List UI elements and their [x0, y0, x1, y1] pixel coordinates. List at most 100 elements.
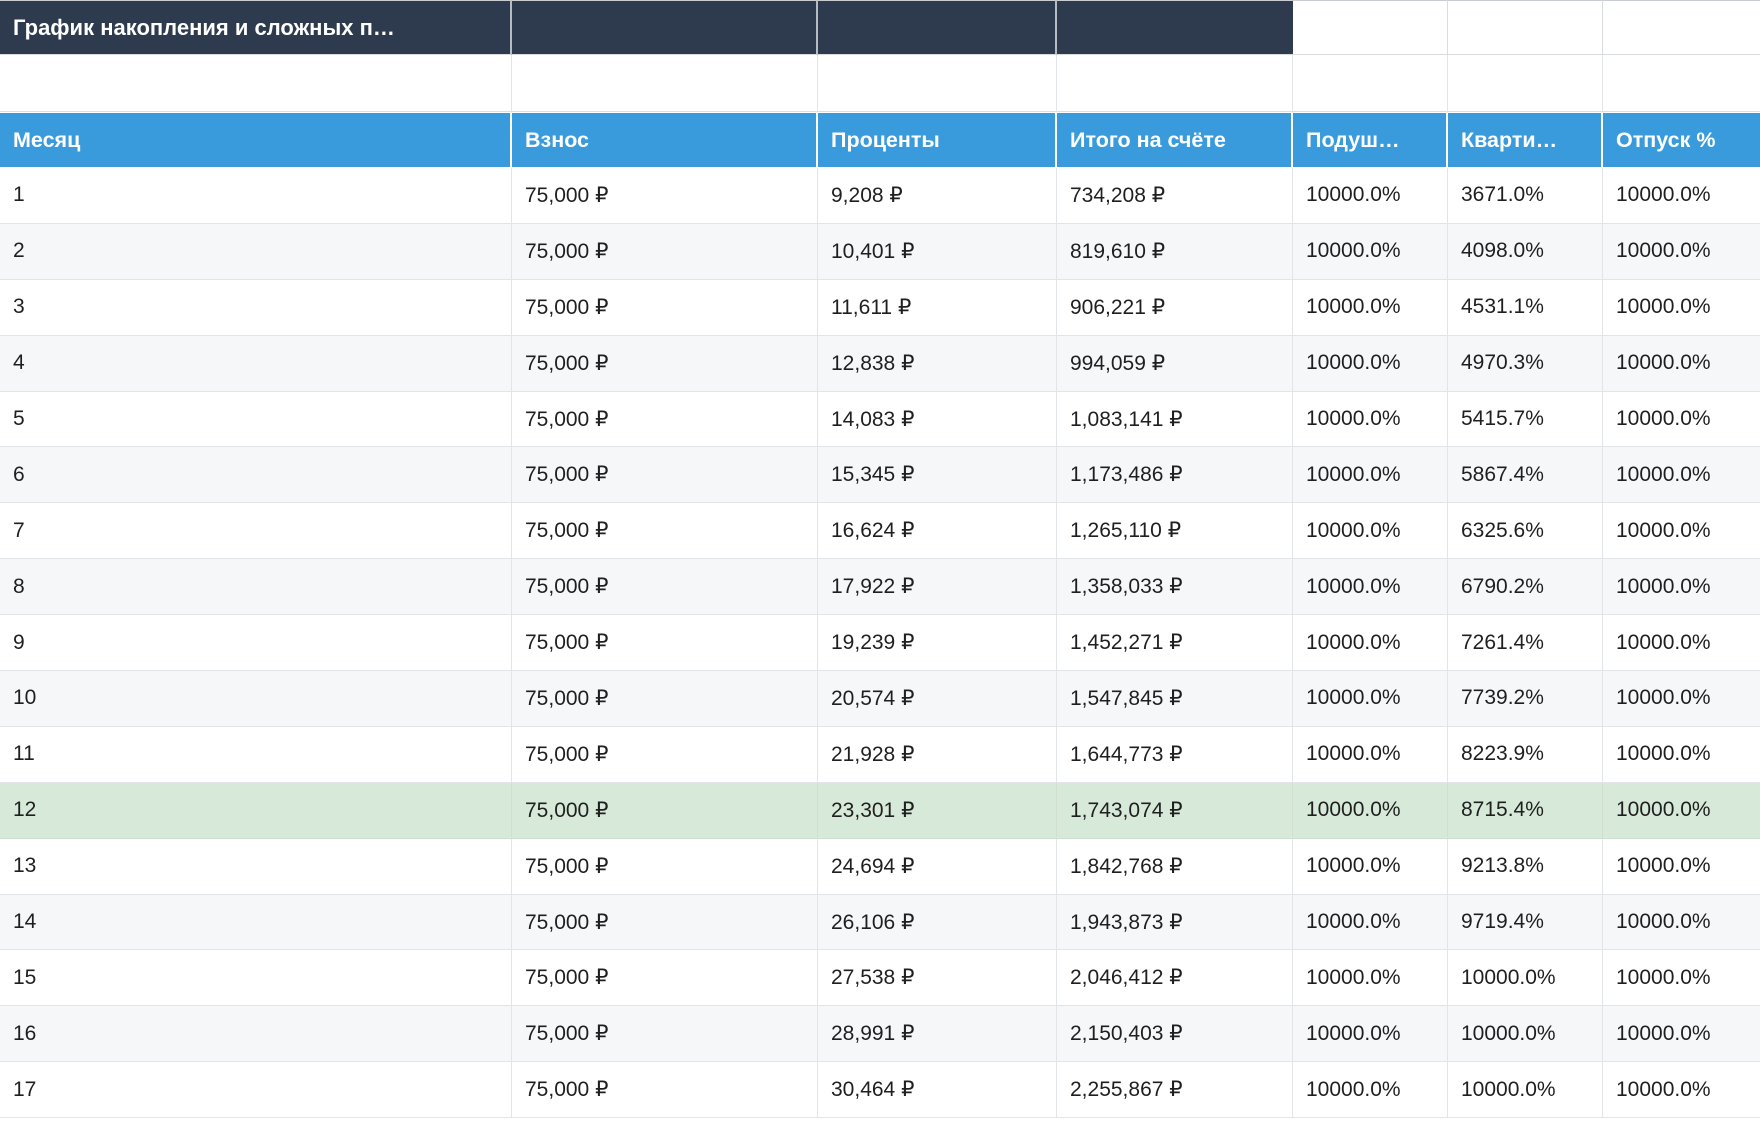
cell-apartment-pct[interactable]: 8223.9%	[1448, 727, 1603, 783]
cell-interest[interactable]: 10,401 ₽	[818, 224, 1057, 280]
cell-vacation-pct[interactable]: 10000.0%	[1603, 839, 1760, 895]
cell-total[interactable]: 1,943,873 ₽	[1057, 895, 1293, 951]
cell-total[interactable]: 994,059 ₽	[1057, 336, 1293, 392]
cell-apartment-pct[interactable]: 9213.8%	[1448, 839, 1603, 895]
cell-vacation-pct[interactable]: 10000.0%	[1603, 783, 1760, 839]
cell-vacation-pct[interactable]: 10000.0%	[1603, 392, 1760, 448]
cell-total[interactable]: 1,265,110 ₽	[1057, 503, 1293, 559]
cell-cushion-pct[interactable]: 10000.0%	[1293, 671, 1448, 727]
cell-month[interactable]: 16	[0, 1006, 512, 1062]
cell-total[interactable]: 819,610 ₽	[1057, 224, 1293, 280]
cell-total[interactable]: 2,046,412 ₽	[1057, 950, 1293, 1006]
cell-month[interactable]: 7	[0, 503, 512, 559]
cell-cushion-pct[interactable]: 10000.0%	[1293, 447, 1448, 503]
empty-cell[interactable]	[1603, 55, 1760, 112]
cell-contribution[interactable]: 75,000 ₽	[512, 671, 818, 727]
empty-cell[interactable]	[0, 55, 512, 112]
cell-cushion-pct[interactable]: 10000.0%	[1293, 503, 1448, 559]
cell-total[interactable]: 734,208 ₽	[1057, 168, 1293, 224]
cell-apartment-pct[interactable]: 7261.4%	[1448, 615, 1603, 671]
cell-vacation-pct[interactable]: 10000.0%	[1603, 503, 1760, 559]
cell-interest[interactable]: 23,301 ₽	[818, 783, 1057, 839]
cell-month[interactable]: 12	[0, 783, 512, 839]
cell-contribution[interactable]: 75,000 ₽	[512, 447, 818, 503]
cell-month[interactable]: 11	[0, 727, 512, 783]
cell-vacation-pct[interactable]: 10000.0%	[1603, 671, 1760, 727]
cell-vacation-pct[interactable]: 10000.0%	[1603, 280, 1760, 336]
cell-apartment-pct[interactable]: 10000.0%	[1448, 1062, 1603, 1118]
cell-interest[interactable]: 24,694 ₽	[818, 839, 1057, 895]
cell-cushion-pct[interactable]: 10000.0%	[1293, 559, 1448, 615]
empty-cell[interactable]	[1293, 55, 1448, 112]
empty-cell[interactable]	[818, 55, 1057, 112]
cell-cushion-pct[interactable]: 10000.0%	[1293, 224, 1448, 280]
cell-interest[interactable]: 28,991 ₽	[818, 1006, 1057, 1062]
column-header-cushion-pct[interactable]: Подуш…	[1293, 112, 1448, 168]
cell-cushion-pct[interactable]: 10000.0%	[1293, 280, 1448, 336]
cell-vacation-pct[interactable]: 10000.0%	[1603, 1006, 1760, 1062]
cell-contribution[interactable]: 75,000 ₽	[512, 727, 818, 783]
cell-cushion-pct[interactable]: 10000.0%	[1293, 336, 1448, 392]
cell-month[interactable]: 17	[0, 1062, 512, 1118]
cell-cushion-pct[interactable]: 10000.0%	[1293, 1062, 1448, 1118]
cell-cushion-pct[interactable]: 10000.0%	[1293, 783, 1448, 839]
cell-total[interactable]: 1,743,074 ₽	[1057, 783, 1293, 839]
cell-cushion-pct[interactable]: 10000.0%	[1293, 1006, 1448, 1062]
cell-contribution[interactable]: 75,000 ₽	[512, 392, 818, 448]
cell-cushion-pct[interactable]: 10000.0%	[1293, 839, 1448, 895]
column-header-apartment-pct[interactable]: Кварти…	[1448, 112, 1603, 168]
cell-contribution[interactable]: 75,000 ₽	[512, 783, 818, 839]
cell-month[interactable]: 4	[0, 336, 512, 392]
cell-total[interactable]: 1,547,845 ₽	[1057, 671, 1293, 727]
cell-interest[interactable]: 11,611 ₽	[818, 280, 1057, 336]
cell-contribution[interactable]: 75,000 ₽	[512, 615, 818, 671]
cell-apartment-pct[interactable]: 9719.4%	[1448, 895, 1603, 951]
cell-vacation-pct[interactable]: 10000.0%	[1603, 447, 1760, 503]
cell-contribution[interactable]: 75,000 ₽	[512, 1062, 818, 1118]
cell-vacation-pct[interactable]: 10000.0%	[1603, 950, 1760, 1006]
cell-vacation-pct[interactable]: 10000.0%	[1603, 224, 1760, 280]
cell-apartment-pct[interactable]: 4531.1%	[1448, 280, 1603, 336]
cell-total[interactable]: 1,644,773 ₽	[1057, 727, 1293, 783]
cell-total[interactable]: 1,452,271 ₽	[1057, 615, 1293, 671]
cell-vacation-pct[interactable]: 10000.0%	[1603, 727, 1760, 783]
cell-contribution[interactable]: 75,000 ₽	[512, 503, 818, 559]
column-header-interest[interactable]: Проценты	[818, 112, 1057, 168]
cell-total[interactable]: 1,173,486 ₽	[1057, 447, 1293, 503]
cell-interest[interactable]: 27,538 ₽	[818, 950, 1057, 1006]
cell-total[interactable]: 1,358,033 ₽	[1057, 559, 1293, 615]
cell-apartment-pct[interactable]: 6325.6%	[1448, 503, 1603, 559]
cell-month[interactable]: 15	[0, 950, 512, 1006]
cell-interest[interactable]: 15,345 ₽	[818, 447, 1057, 503]
cell-contribution[interactable]: 75,000 ₽	[512, 895, 818, 951]
cell-interest[interactable]: 30,464 ₽	[818, 1062, 1057, 1118]
cell-month[interactable]: 6	[0, 447, 512, 503]
cell-contribution[interactable]: 75,000 ₽	[512, 224, 818, 280]
cell-cushion-pct[interactable]: 10000.0%	[1293, 895, 1448, 951]
title-band-cell[interactable]	[1057, 0, 1293, 55]
cell-interest[interactable]: 12,838 ₽	[818, 336, 1057, 392]
cell-month[interactable]: 10	[0, 671, 512, 727]
column-header-month[interactable]: Месяц	[0, 112, 512, 168]
cell-contribution[interactable]: 75,000 ₽	[512, 1006, 818, 1062]
cell-cushion-pct[interactable]: 10000.0%	[1293, 615, 1448, 671]
cell-contribution[interactable]: 75,000 ₽	[512, 280, 818, 336]
cell-interest[interactable]: 14,083 ₽	[818, 392, 1057, 448]
cell-cushion-pct[interactable]: 10000.0%	[1293, 168, 1448, 224]
cell-apartment-pct[interactable]: 4098.0%	[1448, 224, 1603, 280]
column-header-vacation-pct[interactable]: Отпуск %	[1603, 112, 1760, 168]
cell-total[interactable]: 1,083,141 ₽	[1057, 392, 1293, 448]
cell-interest[interactable]: 9,208 ₽	[818, 168, 1057, 224]
cell-apartment-pct[interactable]: 3671.0%	[1448, 168, 1603, 224]
cell-vacation-pct[interactable]: 10000.0%	[1603, 559, 1760, 615]
column-header-contribution[interactable]: Взнос	[512, 112, 818, 168]
column-header-total[interactable]: Итого на счёте	[1057, 112, 1293, 168]
cell-month[interactable]: 13	[0, 839, 512, 895]
cell-cushion-pct[interactable]: 10000.0%	[1293, 727, 1448, 783]
cell-total[interactable]: 906,221 ₽	[1057, 280, 1293, 336]
cell-month[interactable]: 3	[0, 280, 512, 336]
cell-vacation-pct[interactable]: 10000.0%	[1603, 895, 1760, 951]
cell-cushion-pct[interactable]: 10000.0%	[1293, 392, 1448, 448]
cell-contribution[interactable]: 75,000 ₽	[512, 559, 818, 615]
cell-total[interactable]: 1,842,768 ₽	[1057, 839, 1293, 895]
